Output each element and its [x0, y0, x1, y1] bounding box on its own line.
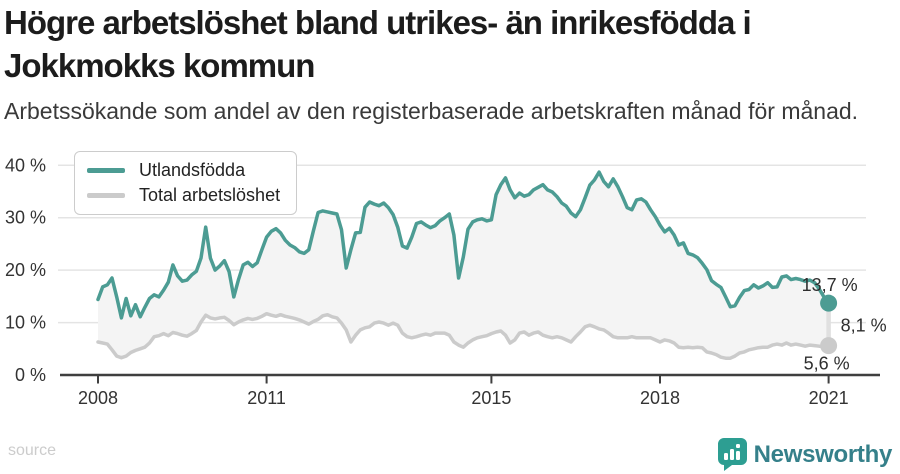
x-axis-tick-label: 2018	[640, 388, 680, 408]
gap-value-label: 8,1 %	[841, 315, 887, 335]
legend-swatch-teal-icon	[87, 168, 125, 173]
y-axis-tick-label: 10 %	[5, 313, 46, 333]
end-dot-total	[820, 337, 838, 355]
y-axis-tick-label: 20 %	[5, 260, 46, 280]
chart-svg: 0 % 10 % 20 % 30 % 40 % 2008 2011 2015 2018 2021 1…	[5, 155, 887, 408]
source-label: source	[8, 442, 57, 459]
x-axis-tick-label: 2008	[78, 388, 118, 408]
line-chart: 0 % 10 % 20 % 30 % 40 % 2008 2011 2015 2018 2021 1…	[0, 140, 900, 415]
chart-legend: Utlandsfödda Total arbetslöshet	[74, 151, 298, 215]
newsworthy-logo[interactable]: Newsworthy	[717, 438, 893, 471]
x-axis-tick-label: 2021	[809, 388, 849, 408]
series-line-total	[96, 311, 831, 360]
newsworthy-bubble-chart-icon	[717, 438, 747, 471]
series-band-fill	[98, 172, 829, 359]
end-dot-utlandsfodda	[820, 294, 838, 312]
x-axis-tick-label: 2011	[247, 388, 286, 408]
legend-item-utlandsfodda: Utlandsfödda	[87, 158, 280, 183]
page-title: Högre arbetslöshet bland utrikes- än inr…	[4, 4, 752, 84]
end-value-label-utlandsfodda: 13,7 %	[802, 275, 858, 295]
series-line-utlandsfodda	[96, 170, 831, 320]
y-axis-tick-label: 0 %	[15, 365, 46, 385]
legend-label: Total arbetslöshet	[139, 185, 281, 205]
brand-name: Newsworthy	[753, 440, 893, 468]
end-value-label-total: 5,6 %	[804, 354, 850, 374]
y-axis-tick-label: 40 %	[5, 155, 46, 175]
x-axis-tick-label: 2015	[471, 388, 511, 408]
y-axis-tick-label: 30 %	[5, 208, 46, 228]
legend-item-total: Total arbetslöshet	[87, 183, 280, 208]
legend-swatch-gray-icon	[87, 193, 125, 198]
chart-subtitle: Arbetssökande som andel av den registerb…	[4, 98, 859, 124]
legend-label: Utlandsfödda	[139, 160, 246, 180]
